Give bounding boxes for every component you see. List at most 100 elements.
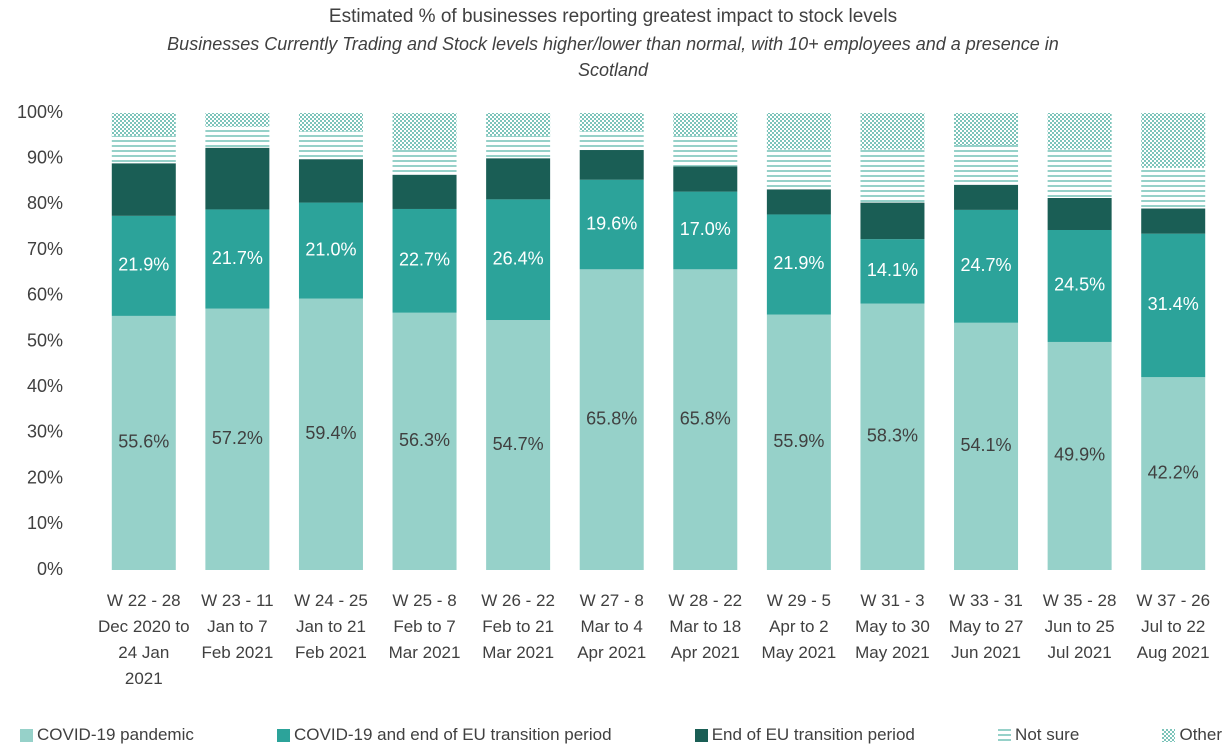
bar-segment <box>298 113 363 132</box>
y-tick-label: 100% <box>17 102 63 122</box>
bar-segment <box>860 202 925 240</box>
bar-segment <box>954 144 1019 185</box>
y-tick-label: 0% <box>37 559 63 579</box>
bar-segment <box>392 113 457 150</box>
bar-segment <box>111 113 176 136</box>
legend-swatch-fill <box>20 728 33 742</box>
x-tick-label: W 37 - 26 Jul to 22 Aug 2021 <box>1136 591 1211 662</box>
bar-segment <box>579 269 644 570</box>
bar-segment <box>486 320 551 570</box>
bar-segment <box>579 131 644 151</box>
x-tick-label: W 22 - 28 Dec 2020 to 24 Jan 2021 <box>97 591 190 688</box>
legend-label: Other <box>1179 725 1222 744</box>
data-label: 31.4% <box>1148 294 1199 314</box>
bar-segment <box>111 215 176 316</box>
legend-swatch-fill <box>694 728 708 742</box>
bar-segment <box>954 209 1019 323</box>
bar-segment <box>673 113 738 136</box>
x-tick-label: W 23 - 11 Jan to 7 Feb 2021 <box>201 591 274 662</box>
y-tick-label: 10% <box>27 513 63 533</box>
legend-label: COVID-19 pandemic <box>37 725 194 744</box>
data-label: 42.2% <box>1148 462 1199 482</box>
x-tick-label: W 25 - 8 Feb to 7 Mar 2021 <box>388 591 461 662</box>
x-tick-label: W 29 - 5 Apr to 2 May 2021 <box>761 591 837 662</box>
bar-segment <box>766 314 831 570</box>
bar-segment <box>954 113 1019 145</box>
bar-segment <box>392 174 457 209</box>
legend-item: COVID-19 pandemic <box>20 725 194 745</box>
bar-segment <box>392 149 457 175</box>
bar-segment <box>1141 377 1206 570</box>
chart-subtitle: Businesses Currently Trading and Stock l… <box>167 34 1059 80</box>
x-tick-label: W 28 - 22 Mar to 18 Apr 2021 <box>668 591 743 662</box>
chart-title: Estimated % of businesses reporting grea… <box>328 6 898 27</box>
bar-segment <box>954 322 1019 570</box>
data-label: 58.3% <box>867 426 918 446</box>
data-label: 21.0% <box>305 239 356 259</box>
bar-segment <box>298 202 363 299</box>
y-tick-label: 70% <box>27 239 63 259</box>
bar-segment <box>673 191 738 270</box>
legend-label: End of EU transition period <box>711 725 915 744</box>
data-label: 21.9% <box>118 255 169 275</box>
bar-segment <box>486 135 551 159</box>
legend-item: COVID-19 and end of EU transition period <box>277 725 612 745</box>
y-tick-label: 60% <box>27 285 63 305</box>
x-tick-label: W 27 - 8 Mar to 4 Apr 2021 <box>577 591 647 662</box>
bar-segment <box>1047 341 1112 570</box>
legend-label: COVID-19 and end of EU transition period <box>294 725 612 744</box>
data-label: 57.2% <box>212 428 263 448</box>
bar-segment <box>579 113 644 132</box>
bar-segment <box>205 147 270 210</box>
bar-segment <box>392 312 457 570</box>
y-tick-label: 90% <box>27 147 63 167</box>
data-label: 14.1% <box>867 260 918 280</box>
legend-label: Not sure <box>1015 725 1080 744</box>
bar-segment <box>111 315 176 570</box>
bar-segment <box>298 159 363 203</box>
legend-swatch-fill <box>277 728 291 742</box>
bar-segment <box>860 239 925 304</box>
bar-segment <box>1141 167 1206 209</box>
legend-swatch <box>1162 728 1176 742</box>
data-label: 26.4% <box>493 248 544 268</box>
bar-segment <box>298 298 363 570</box>
data-label: 21.7% <box>212 248 263 268</box>
data-label: 56.3% <box>399 430 450 450</box>
bar-segment <box>673 166 738 192</box>
bar-segment <box>205 126 270 148</box>
data-label: 65.8% <box>680 408 731 428</box>
bar-segment <box>860 149 925 203</box>
data-label: 54.1% <box>961 435 1012 455</box>
x-tick-label: W 31 - 3 May to 30 May 2021 <box>855 591 930 662</box>
x-tick-label: W 33 - 31 May to 27 Jun 2021 <box>948 591 1024 662</box>
bar-segment <box>205 308 270 570</box>
data-label: 55.6% <box>118 432 169 452</box>
y-tick-label: 20% <box>27 467 63 487</box>
y-tick-label: 30% <box>27 422 63 442</box>
bar-segment <box>579 179 644 270</box>
bar-segment <box>673 269 738 570</box>
legend-item: Not sure <box>998 725 1079 745</box>
data-label: 19.6% <box>586 213 637 233</box>
bar-segment <box>766 113 831 150</box>
legend-item: End of EU transition period <box>694 725 915 745</box>
legend-swatch <box>277 728 291 742</box>
bar-segment <box>392 208 457 313</box>
legend-swatch-fill <box>998 728 1012 742</box>
data-label: 24.7% <box>961 255 1012 275</box>
legend-item: Other <box>1162 725 1222 745</box>
data-label: 54.7% <box>493 434 544 454</box>
x-tick-label: W 35 - 28 Jun to 25 Jul 2021 <box>1042 591 1117 662</box>
bar-segment <box>766 214 831 315</box>
data-label: 21.9% <box>773 253 824 273</box>
bar-segment <box>673 135 738 167</box>
bar-segment <box>1047 149 1112 199</box>
x-tick-label: W 26 - 22 Feb to 21 Mar 2021 <box>481 591 555 662</box>
bar-segment <box>111 135 176 164</box>
data-label: 55.9% <box>773 431 824 451</box>
bar-segment <box>486 113 551 136</box>
bar-segment <box>1047 113 1112 150</box>
